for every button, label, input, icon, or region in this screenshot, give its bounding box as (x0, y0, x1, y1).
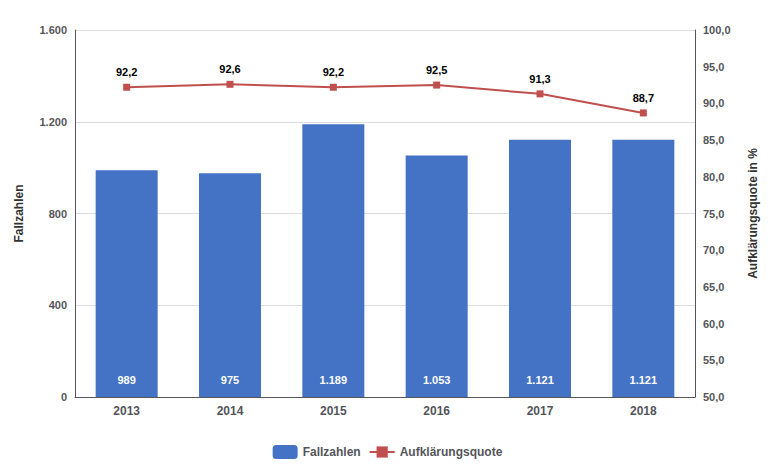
svg-text:2017: 2017 (527, 404, 554, 418)
svg-text:1.121: 1.121 (526, 374, 554, 386)
svg-text:0: 0 (61, 391, 67, 403)
svg-text:1.189: 1.189 (320, 374, 348, 386)
svg-text:Fallzahlen: Fallzahlen (12, 184, 26, 242)
svg-text:88,7: 88,7 (633, 92, 654, 104)
svg-text:975: 975 (221, 374, 239, 386)
svg-text:95,0: 95,0 (703, 61, 724, 73)
svg-text:Aufklärungsquote in %: Aufklärungsquote in % (746, 148, 760, 279)
svg-text:1.600: 1.600 (39, 24, 67, 36)
svg-text:100,0: 100,0 (703, 24, 731, 36)
svg-text:2018: 2018 (630, 404, 657, 418)
svg-text:Fallzahlen: Fallzahlen (303, 445, 361, 459)
svg-text:90,0: 90,0 (703, 97, 724, 109)
svg-text:92,5: 92,5 (426, 64, 447, 76)
svg-text:60,0: 60,0 (703, 318, 724, 330)
svg-text:Aufklärungsquote: Aufklärungsquote (400, 445, 503, 459)
svg-text:92,2: 92,2 (323, 66, 344, 78)
svg-text:55,0: 55,0 (703, 354, 724, 366)
svg-text:91,3: 91,3 (529, 73, 550, 85)
svg-text:80,0: 80,0 (703, 171, 724, 183)
svg-text:400: 400 (49, 299, 67, 311)
svg-text:2014: 2014 (217, 404, 244, 418)
svg-text:2015: 2015 (320, 404, 347, 418)
svg-text:989: 989 (117, 374, 135, 386)
svg-text:50,0: 50,0 (703, 391, 724, 403)
svg-text:2016: 2016 (423, 404, 450, 418)
svg-text:1.200: 1.200 (39, 116, 67, 128)
svg-text:75,0: 75,0 (703, 208, 724, 220)
svg-text:70,0: 70,0 (703, 244, 724, 256)
svg-text:92,6: 92,6 (219, 63, 240, 75)
svg-text:65,0: 65,0 (703, 281, 724, 293)
svg-text:1.121: 1.121 (630, 374, 658, 386)
svg-text:1.053: 1.053 (423, 374, 451, 386)
svg-text:92,2: 92,2 (116, 66, 137, 78)
svg-text:85,0: 85,0 (703, 134, 724, 146)
svg-text:2013: 2013 (113, 404, 140, 418)
svg-text:800: 800 (49, 208, 67, 220)
